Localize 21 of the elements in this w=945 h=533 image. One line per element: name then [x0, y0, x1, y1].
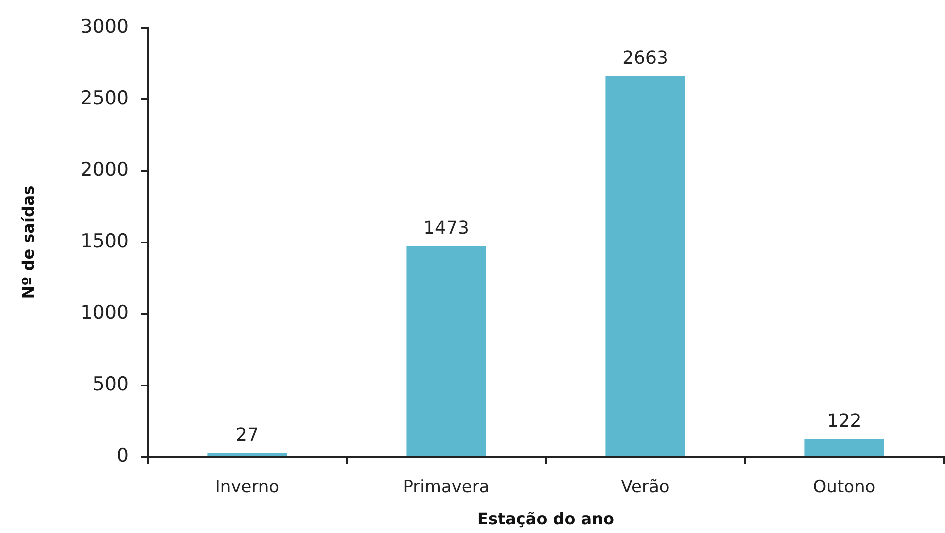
y-tick-label: 2000: [80, 158, 129, 181]
data-label: 2663: [622, 48, 668, 69]
x-axis-title: Estação do ano: [478, 510, 614, 529]
y-tick-label: 1500: [80, 230, 129, 252]
data-label: 27: [236, 424, 259, 446]
y-axis-title: Nº de saídas: [18, 186, 38, 300]
bar: [606, 76, 686, 456]
y-tick-label: 3000: [80, 16, 129, 38]
x-tick-label: Verão: [621, 478, 670, 498]
data-label: 1473: [424, 218, 470, 240]
y-tick-label: 2500: [80, 87, 129, 110]
x-tick-label: Inverno: [215, 478, 280, 498]
x-tick-label: Primavera: [403, 478, 490, 498]
data-label: 122: [827, 411, 862, 432]
bar: [804, 440, 884, 456]
bar: [406, 246, 486, 456]
y-tick-label: 0: [116, 444, 129, 467]
y-tick-label: 1000: [80, 302, 129, 324]
y-tick-label: 500: [92, 373, 129, 396]
bar: [208, 453, 288, 456]
x-tick-label: Outono: [813, 478, 876, 498]
